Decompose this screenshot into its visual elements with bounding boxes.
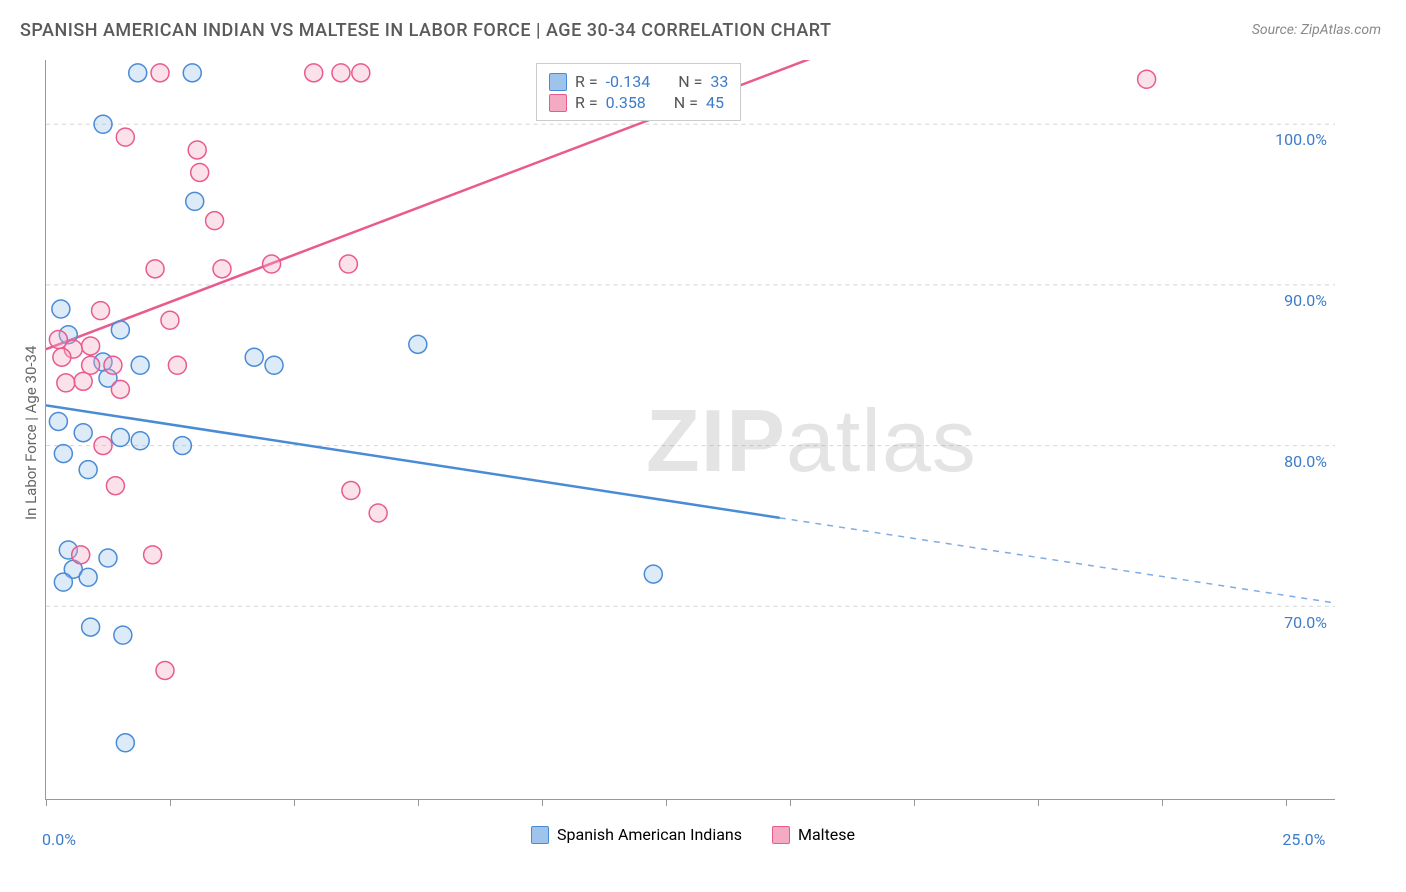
n-value-0: 33 (710, 72, 728, 91)
swatch-blue (549, 73, 567, 91)
x-tick-label: 0.0% (42, 830, 76, 849)
swatch-blue (531, 826, 549, 844)
r-label: R = (575, 93, 598, 112)
legend-label-0: Spanish American Indians (557, 825, 742, 844)
chart-svg (46, 60, 1335, 799)
legend-item-0: Spanish American Indians (531, 825, 742, 844)
r-value-1: 0.358 (606, 93, 646, 112)
legend-label-1: Maltese (798, 825, 855, 844)
x-tick (46, 799, 47, 806)
plot-area: ZIPatlas R = -0.134 N = 33 R = 0.358 N =… (45, 60, 1335, 800)
y-tick-label: 90.0% (1284, 291, 1327, 310)
x-tick (542, 799, 543, 806)
stats-legend: R = -0.134 N = 33 R = 0.358 N = 45 (536, 63, 741, 121)
x-tick (1286, 799, 1287, 806)
x-tick (418, 799, 419, 806)
r-label: R = (575, 72, 598, 91)
x-tick (294, 799, 295, 806)
source-label: Source: ZipAtlas.com (1252, 22, 1381, 38)
y-tick-label: 70.0% (1284, 613, 1327, 632)
r-value-0: -0.134 (606, 72, 651, 91)
x-tick-label: 25.0% (1282, 830, 1325, 849)
y-tick-label: 80.0% (1284, 452, 1327, 471)
swatch-pink (772, 826, 790, 844)
y-tick-label: 100.0% (1275, 130, 1327, 149)
chart-title: SPANISH AMERICAN INDIAN VS MALTESE IN LA… (20, 20, 831, 41)
stats-row-1: R = 0.358 N = 45 (549, 93, 728, 112)
y-axis-label: In Labor Force | Age 30-34 (22, 346, 40, 520)
x-tick (1038, 799, 1039, 806)
series-legend: Spanish American Indians Maltese (531, 825, 855, 844)
swatch-pink (549, 94, 567, 112)
stats-row-0: R = -0.134 N = 33 (549, 72, 728, 91)
x-tick (1162, 799, 1163, 806)
n-label: N = (678, 72, 702, 91)
watermark: ZIPatlas (646, 390, 977, 492)
x-tick (170, 799, 171, 806)
n-label: N = (674, 93, 698, 112)
legend-item-1: Maltese (772, 825, 855, 844)
n-value-1: 45 (706, 93, 724, 112)
x-tick (914, 799, 915, 806)
x-tick (666, 799, 667, 806)
x-tick (790, 799, 791, 806)
